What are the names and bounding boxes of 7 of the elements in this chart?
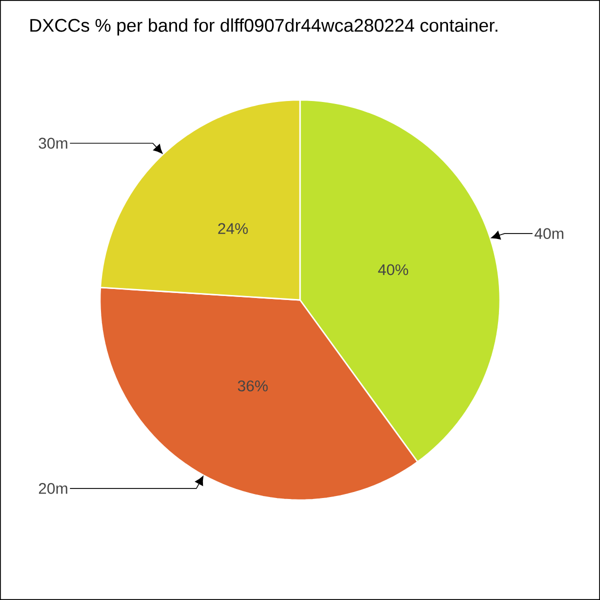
slice-label: 20m [38,483,68,494]
slice-label: 40m [534,228,564,240]
data-label: 40% [378,264,408,276]
slice-label: 30m [38,138,68,149]
data-label: 24% [218,223,248,234]
data-label: 36% [238,380,268,392]
chart-title: DXCCs % per band for dlff0907dr44wca280224 container. [30,18,498,36]
